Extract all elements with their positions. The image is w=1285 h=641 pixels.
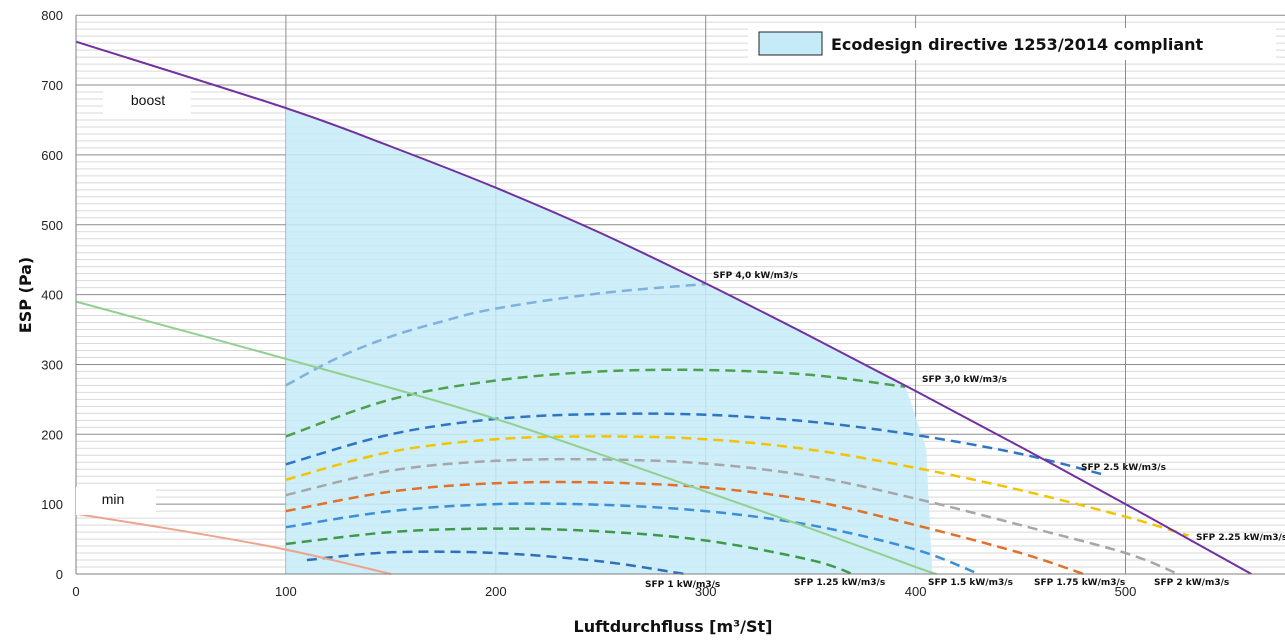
boost-label: boost xyxy=(131,92,165,108)
sfp-curve-label: SFP 2.25 kW/m3/s xyxy=(1196,533,1285,543)
sfp-curve xyxy=(285,480,1084,576)
y-tick-label: 500 xyxy=(41,218,63,233)
legend-swatch xyxy=(758,31,823,56)
y-tick-label: 200 xyxy=(41,427,63,442)
sfp-curve-label: SFP 2.5 kW/m3/s xyxy=(1081,463,1166,473)
sfp-curve-label: SFP 2 kW/m3/s xyxy=(1154,578,1229,588)
sfp-curve-label: SFP 3,0 kW/m3/s xyxy=(922,375,1007,385)
y-tick-label: 100 xyxy=(41,497,63,512)
x-tick-label: 0 xyxy=(72,584,79,599)
min-label-box: min xyxy=(76,487,156,515)
x-axis-title: Luftdurchfluss [m³/St] xyxy=(574,617,773,636)
y-tick-label: 800 xyxy=(41,8,63,23)
y-tick-label: 0 xyxy=(56,567,63,582)
x-tick-label: 100 xyxy=(275,584,297,599)
sfp-curve-label: SFP 1 kW/m3/s xyxy=(645,580,720,590)
compliant-region-layer xyxy=(285,108,933,574)
fan-curve xyxy=(75,300,937,575)
x-tick-label: 200 xyxy=(485,584,507,599)
sfp-curve-label: SFP 1.75 kW/m3/s xyxy=(1034,578,1125,588)
sfp-curve xyxy=(285,412,1105,477)
y-tick-label: 600 xyxy=(41,148,63,163)
legend-label: Ecodesign directive 1253/2014 compliant xyxy=(831,35,1204,54)
fan-curve xyxy=(75,40,1252,575)
y-tick-label: 300 xyxy=(41,357,63,372)
sfp-labels: SFP 4,0 kW/m3/s SFP 3,0 kW/m3/s SFP 2.5 kW… xyxy=(645,271,1285,590)
legend: Ecodesign directive 1253/2014 compliant xyxy=(748,28,1276,60)
fan-curve xyxy=(75,512,392,575)
sfp-curve-label: SFP 1.5 kW/m3/s xyxy=(928,578,1013,588)
x-tick-label: 400 xyxy=(905,584,927,599)
fan-curves-layer xyxy=(75,40,1252,575)
sfp-curve xyxy=(285,502,980,576)
boost-label-box: boost xyxy=(103,86,191,114)
compliant-region xyxy=(285,108,933,574)
min-label: min xyxy=(102,491,125,507)
y-tick-label: 400 xyxy=(41,288,63,303)
y-tick-label: 700 xyxy=(41,78,63,93)
x-tick-label: 300 xyxy=(695,584,717,599)
sfp-curve xyxy=(306,550,685,576)
sfp-curve xyxy=(285,282,706,387)
sfp-curve-label: SFP 1.25 kW/m3/s xyxy=(794,578,885,588)
x-tick-label: 500 xyxy=(1115,584,1137,599)
tick-labels: 0 100 200 300 400 500 600 700 800 0 100 200 300 400 50… xyxy=(41,8,1136,599)
sfp-curve xyxy=(285,435,1189,537)
y-axis-title: ESP (Pa) xyxy=(16,257,35,333)
sfp-curves-layer xyxy=(285,282,1189,576)
sfp-curve-label: SFP 4,0 kW/m3/s xyxy=(713,271,798,281)
axes xyxy=(75,15,1285,575)
sfp-curve xyxy=(285,457,1179,576)
sfp-curve xyxy=(285,368,906,438)
sfp-curve xyxy=(285,527,854,576)
